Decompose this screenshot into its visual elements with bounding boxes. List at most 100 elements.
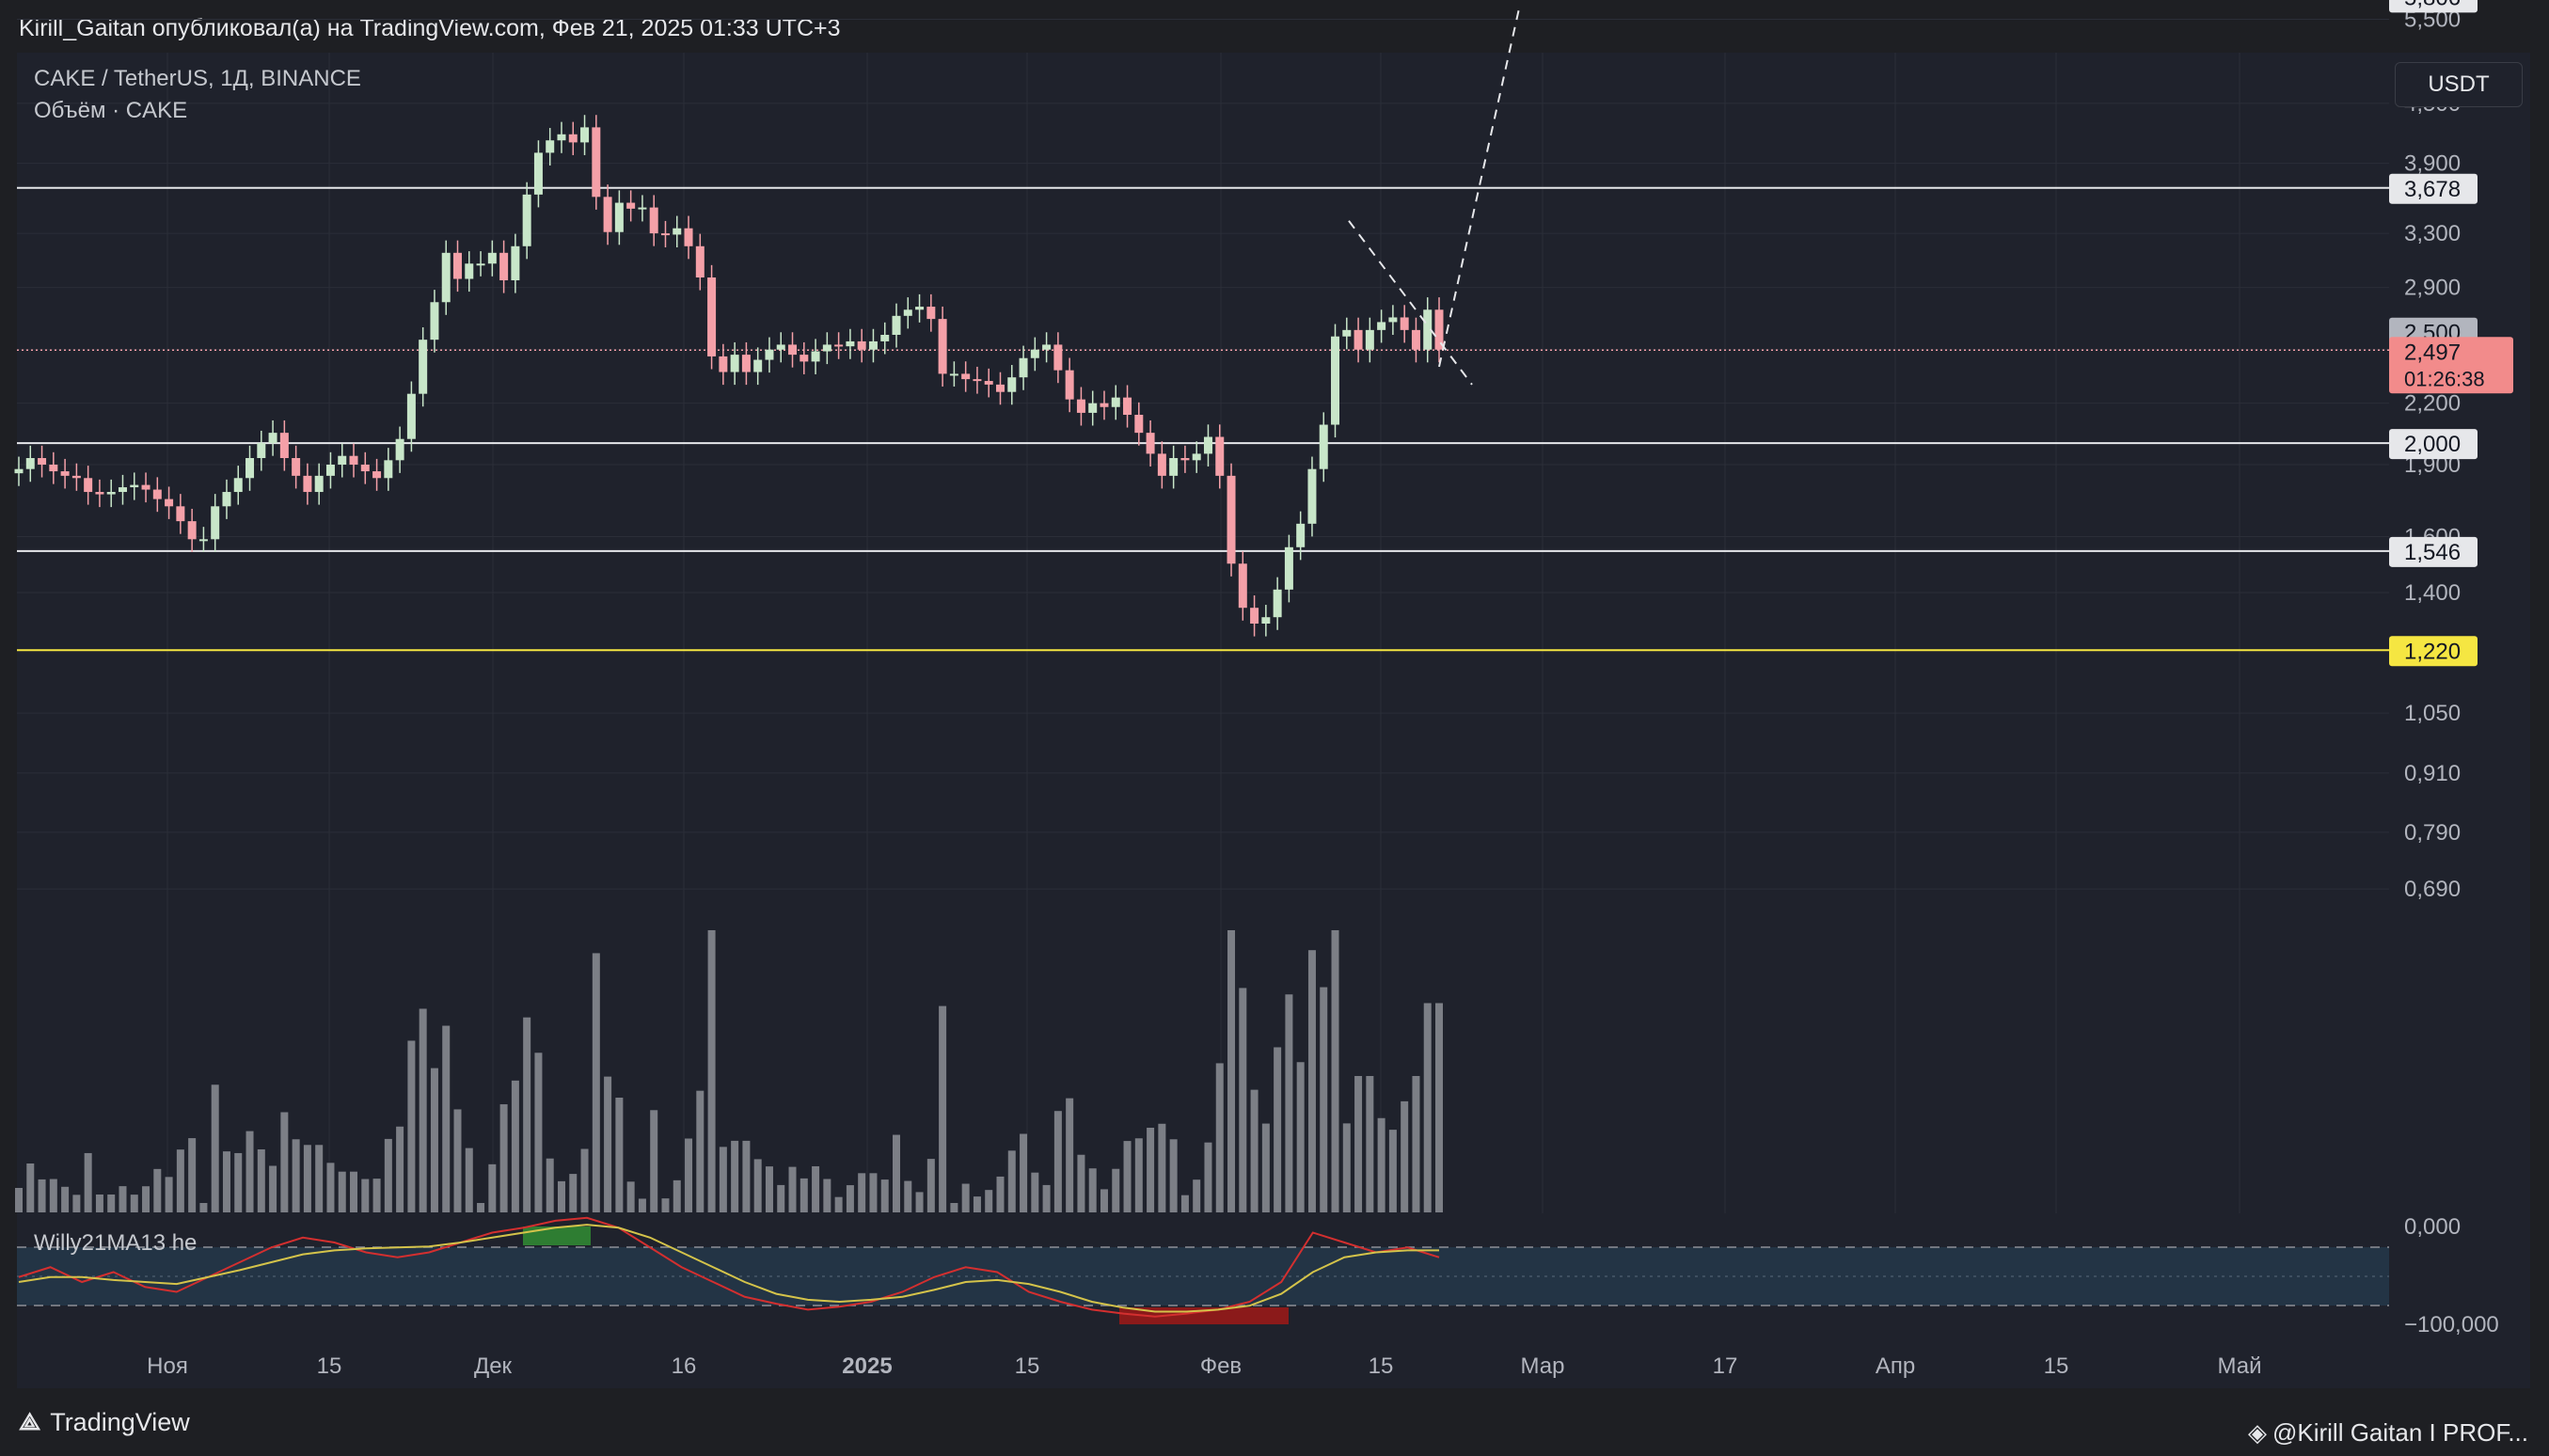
candle-body xyxy=(1307,468,1317,524)
volume-bar xyxy=(234,1152,243,1212)
candle-body xyxy=(1146,433,1155,454)
candle-body xyxy=(106,492,116,495)
volume-bar xyxy=(338,1171,346,1212)
candle-body xyxy=(49,464,58,472)
brand-logo[interactable]: ⟁ TradingView xyxy=(19,1407,190,1437)
volume-bar xyxy=(222,1151,230,1212)
candle-body xyxy=(38,458,47,465)
candle-body xyxy=(1365,329,1374,350)
time-tick-label: 17 xyxy=(1713,1353,1738,1379)
candle-body xyxy=(198,539,208,542)
candle-body xyxy=(245,458,255,479)
candle-body xyxy=(1053,344,1063,371)
candle-body xyxy=(165,499,174,507)
author-credit[interactable]: ◈ @Kirill Gaitan I PROF... xyxy=(2248,1418,2528,1448)
volume-bar xyxy=(1307,950,1316,1212)
volume-bar xyxy=(511,1080,519,1212)
candle-body xyxy=(1296,523,1306,547)
candle-body xyxy=(1065,370,1074,400)
current-price-bg xyxy=(2389,337,2513,394)
symbol-legend: CAKE / TetherUS, 1Д, BINANCE xyxy=(34,66,361,91)
candle-body xyxy=(14,468,24,474)
candle-body xyxy=(614,202,624,232)
volume-bar xyxy=(939,1005,947,1212)
volume-bar xyxy=(638,1198,646,1212)
volume-bar xyxy=(915,1192,924,1212)
volume-bar xyxy=(1274,1047,1282,1212)
volume-bar xyxy=(488,1163,497,1212)
candle-body xyxy=(707,277,717,356)
volume-bar xyxy=(1066,1098,1074,1212)
level-label-bg xyxy=(2389,536,2478,567)
candle-body xyxy=(1411,329,1420,350)
volume-bar xyxy=(61,1186,70,1212)
candle-body xyxy=(533,152,543,195)
candle-body xyxy=(1088,403,1098,413)
candle-body xyxy=(176,506,185,522)
volume-bar xyxy=(823,1179,831,1212)
volume-bar xyxy=(569,1174,578,1212)
candle-body xyxy=(741,355,751,372)
volume-bar xyxy=(1134,1138,1143,1212)
candle-body xyxy=(314,475,324,493)
candle-body xyxy=(1273,589,1282,618)
volume-bar xyxy=(950,1203,958,1212)
volume-bar xyxy=(834,1196,843,1212)
candle-body xyxy=(1111,397,1120,407)
volume-bar xyxy=(1204,1142,1212,1212)
volume-bar xyxy=(858,1173,866,1212)
price-tick-label: 0,690 xyxy=(2404,877,2461,902)
time-tick-label: 15 xyxy=(2044,1353,2069,1379)
time-tick-label: 15 xyxy=(317,1353,342,1379)
candle-body xyxy=(638,207,647,210)
volume-bar xyxy=(765,1166,773,1212)
candle-body xyxy=(25,458,35,469)
volume-bar xyxy=(685,1138,693,1212)
candle-body xyxy=(1319,424,1328,469)
candle-body xyxy=(1342,329,1352,337)
candle-body xyxy=(476,263,485,266)
volume-bar xyxy=(604,1076,612,1212)
candle-body xyxy=(788,344,798,356)
volume-bar xyxy=(38,1179,46,1212)
projection-wedge xyxy=(1348,220,1473,386)
volume-bar xyxy=(1261,1123,1270,1212)
candle-body xyxy=(130,484,139,488)
volume-bar xyxy=(1366,1075,1374,1212)
oscillator-panel xyxy=(17,1213,2389,1337)
candle-body xyxy=(372,471,382,479)
candle-body xyxy=(765,349,774,360)
oscillator-series-0 xyxy=(18,1216,1440,1318)
volume-bar xyxy=(719,1147,727,1212)
volume-bar xyxy=(165,1177,173,1212)
candle-body xyxy=(695,245,705,278)
candle-body xyxy=(719,356,728,372)
volume-bar xyxy=(1377,1117,1385,1212)
price-tick-label: 3,300 xyxy=(2404,221,2461,246)
volume-bar xyxy=(465,1147,473,1212)
candle-body xyxy=(857,340,866,350)
candle-body xyxy=(292,458,301,476)
volume-bar xyxy=(477,1203,485,1212)
volume-bar xyxy=(350,1171,358,1212)
candle-body xyxy=(233,478,243,493)
candle-body xyxy=(580,127,590,143)
level-label-bg xyxy=(2389,173,2478,204)
candle-body xyxy=(395,438,404,461)
candle-body xyxy=(1192,453,1201,461)
currency-button[interactable]: USDT xyxy=(2395,62,2523,107)
volume-bar xyxy=(107,1194,116,1212)
candle-body xyxy=(1019,357,1028,378)
projection-lines xyxy=(1348,4,1521,386)
candle-body xyxy=(926,307,936,320)
level-label: 1,546 xyxy=(2404,540,2461,565)
volume-bar xyxy=(753,1159,762,1212)
candle-body xyxy=(211,506,220,540)
volume-bar xyxy=(1296,1062,1305,1212)
candle-body xyxy=(834,344,844,347)
volume-bar xyxy=(846,1185,854,1212)
candle-body xyxy=(441,252,451,303)
candle-body xyxy=(84,478,93,493)
time-tick-label: Май xyxy=(2217,1353,2261,1379)
price-chart[interactable]: 7,5006,5005,5004,5003,9003,3002,9002,500… xyxy=(0,0,2549,1388)
